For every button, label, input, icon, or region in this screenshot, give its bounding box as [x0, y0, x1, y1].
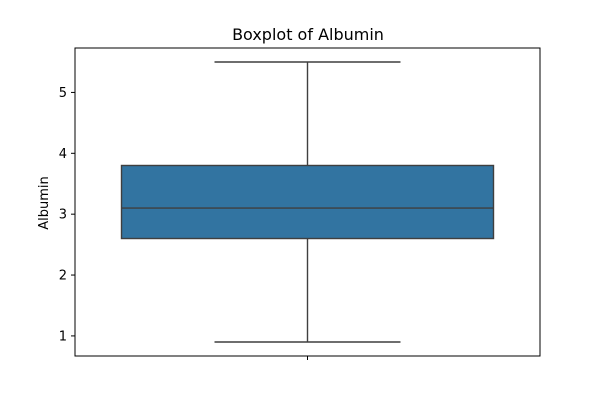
y-tick-label: 5 [59, 86, 67, 101]
y-tick-label: 2 [59, 269, 67, 284]
y-tick-label: 3 [59, 208, 67, 223]
iqr-box [120, 164, 495, 240]
chart-title: Boxplot of Albumin [232, 25, 384, 44]
y-axis-label: Albumin [37, 176, 52, 230]
y-tick-label: 1 [59, 329, 67, 344]
plot-area: 1 2 3 4 5 [59, 47, 541, 360]
y-tick-label: 4 [59, 147, 67, 162]
